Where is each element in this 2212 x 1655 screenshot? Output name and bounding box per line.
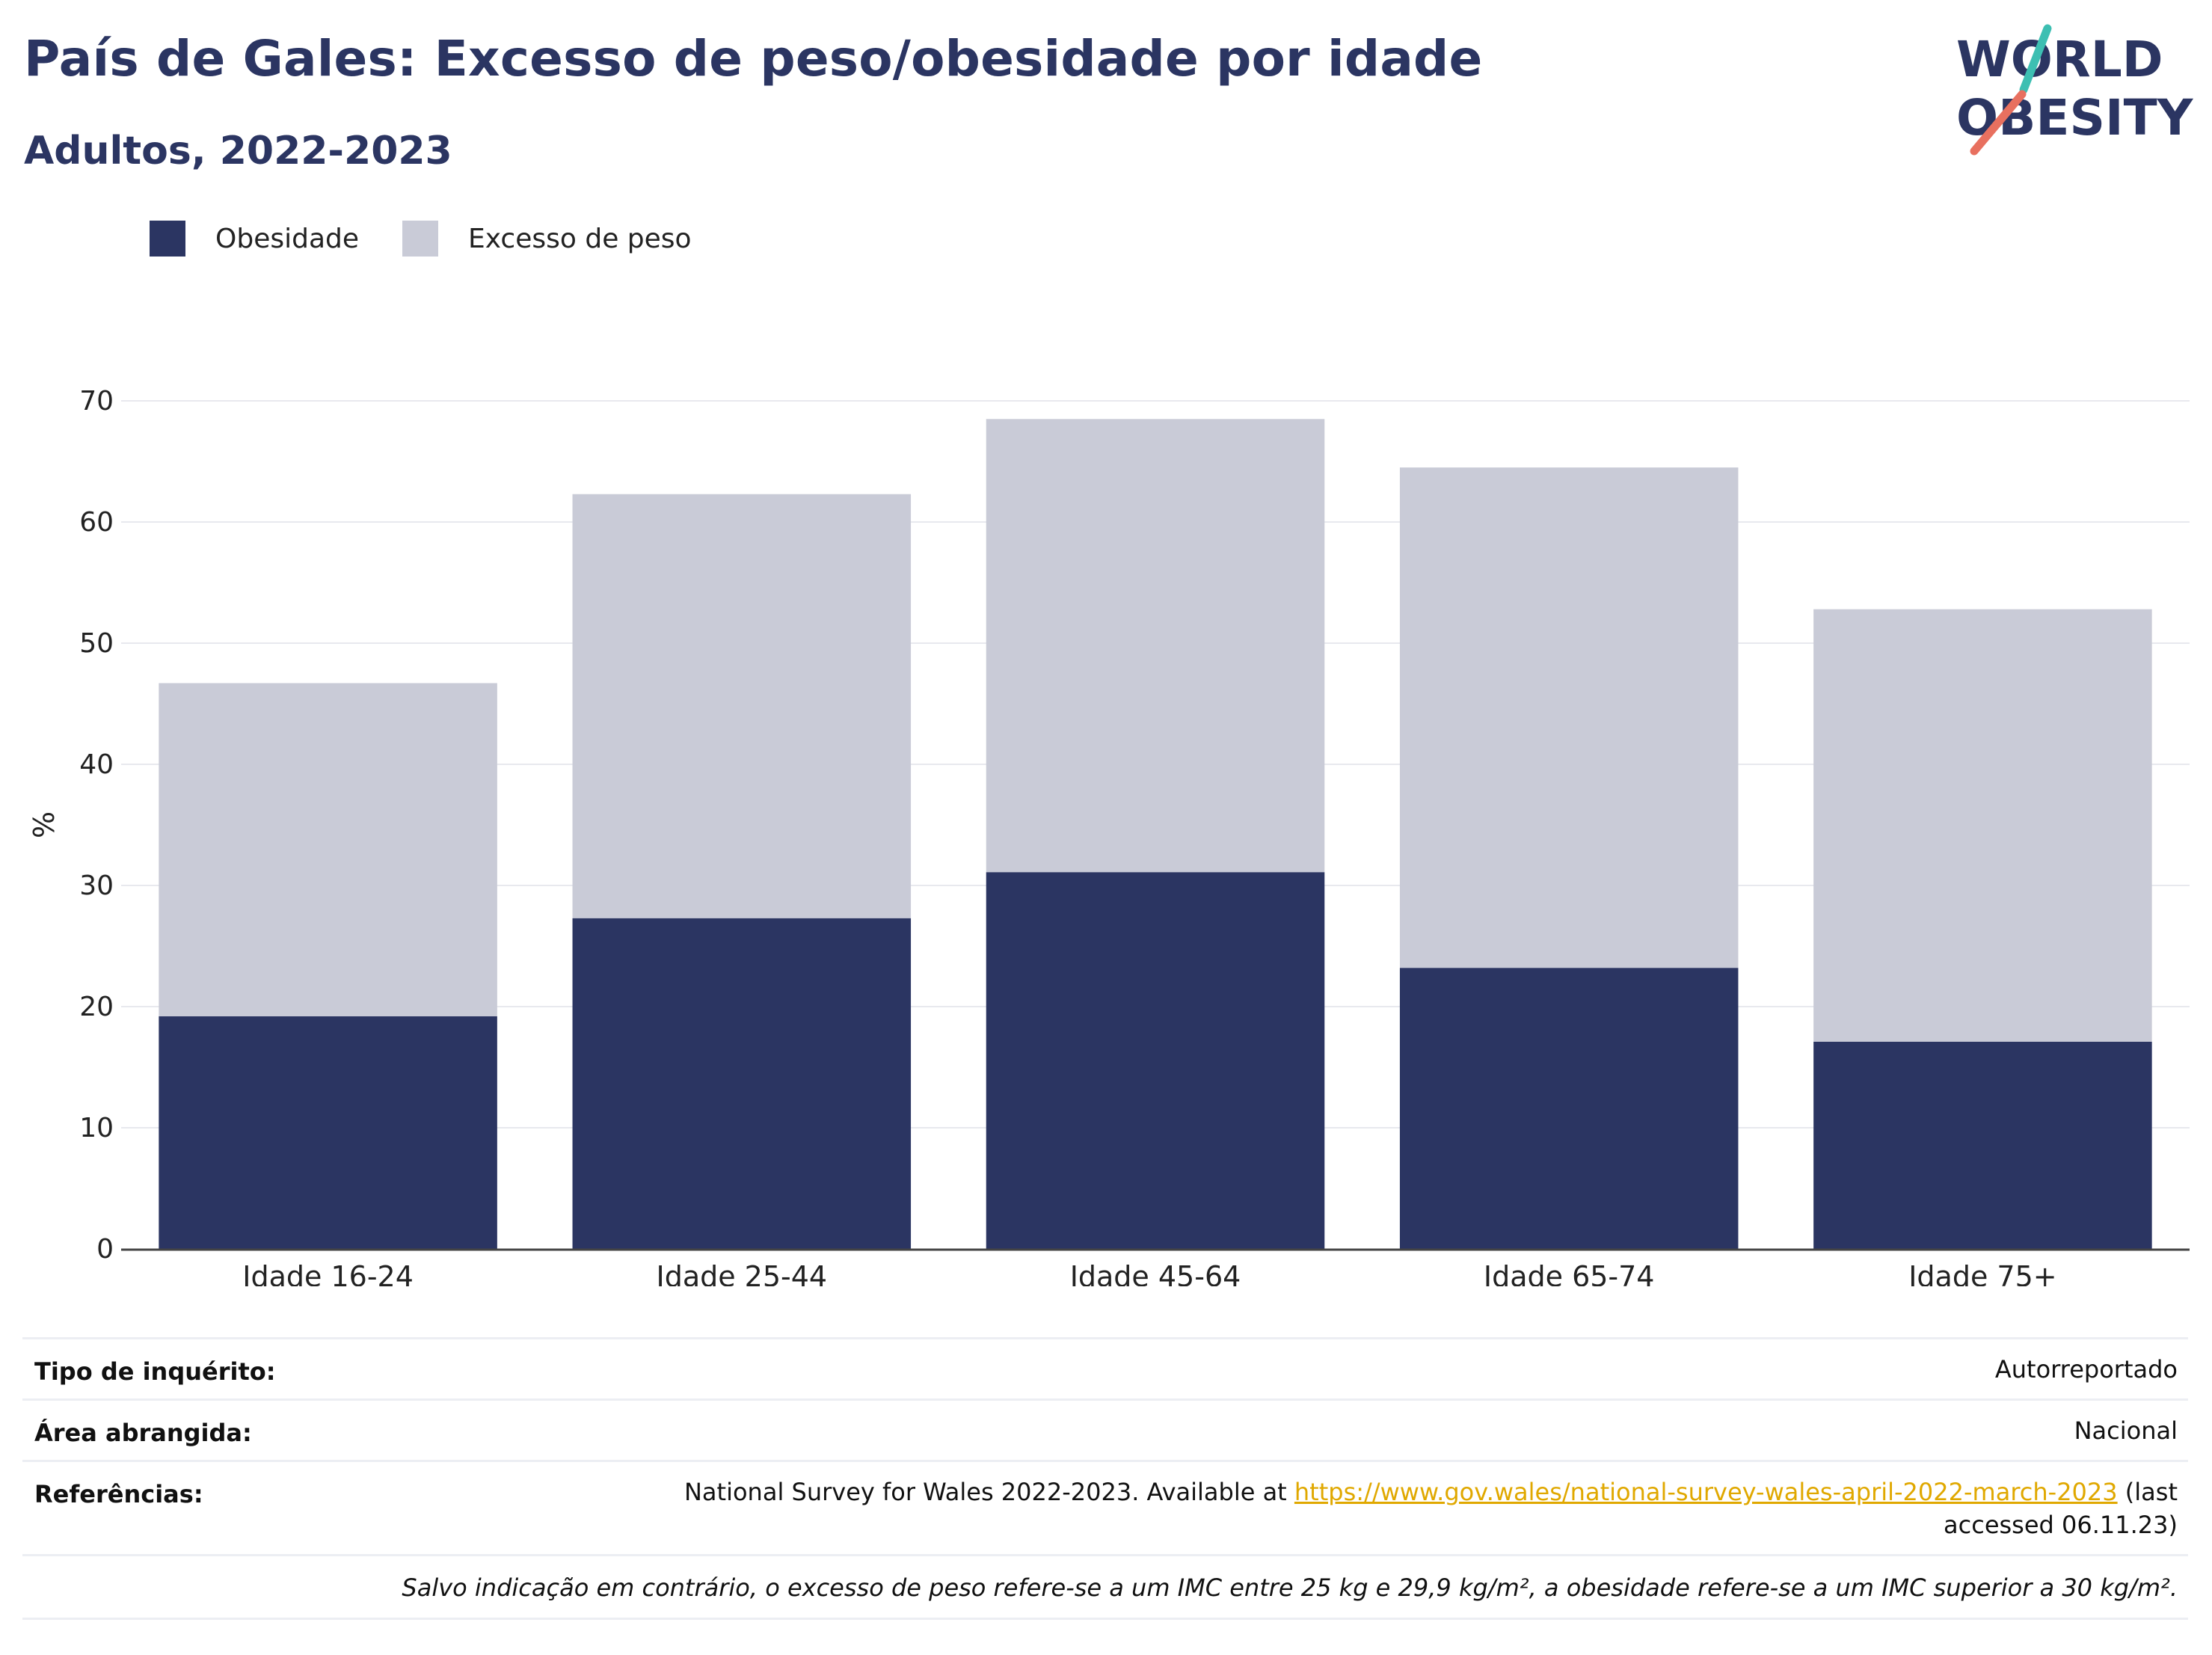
chart-subtitle: Adultos, 2022-2023 <box>24 129 452 174</box>
references-line2: accessed 06.11.23) <box>1944 1511 2178 1539</box>
logo-slash-red <box>1970 90 2027 156</box>
area-value: Nacional <box>2074 1416 2178 1445</box>
survey-type-label: Tipo de inquérito: <box>34 1357 276 1386</box>
bar-obesity-1 <box>572 918 912 1249</box>
bar-overweight-1 <box>572 494 912 918</box>
references-label: Referências: <box>34 1480 203 1508</box>
bar-overweight-2 <box>986 419 1325 873</box>
y-tick-label-30: 30 <box>79 871 114 901</box>
legend-label-overweight: Excesso de peso <box>468 223 692 254</box>
y-tick-label-20: 20 <box>79 992 114 1022</box>
x-tick-label-1: Idade 25-44 <box>656 1260 827 1286</box>
logo-text-world: WORLD <box>1956 31 2163 88</box>
x-tick-label-2: Idade 45-64 <box>1070 1260 1241 1286</box>
info-row-survey-type: Tipo de inquérito: Autorreportado <box>22 1337 2188 1401</box>
definition-note: Salvo indicação em contrário, o excesso … <box>402 1573 2178 1602</box>
y-tick-label-0: 0 <box>96 1234 114 1265</box>
info-row-area: Área abrangida: Nacional <box>22 1398 2188 1462</box>
bar-overweight-3 <box>1399 467 1739 968</box>
x-tick-label-3: Idade 65-74 <box>1484 1260 1655 1286</box>
legend-swatch-obesity <box>150 221 185 257</box>
info-row-note: Salvo indicação em contrário, o excesso … <box>22 1554 2188 1620</box>
logo-text-obesity: OBESITY <box>1956 89 2194 147</box>
bar-overweight-0 <box>159 683 497 1016</box>
y-tick-label-40: 40 <box>79 749 114 780</box>
references-value: National Survey for Wales 2022-2023. Ava… <box>383 1476 2178 1541</box>
world-obesity-logo: WORLD OBESITY <box>1956 24 2194 156</box>
legend-swatch-overweight <box>402 221 439 257</box>
chart-title: País de Gales: Excesso de peso/obesidade… <box>24 30 1483 87</box>
bar-overweight-4 <box>1813 609 2152 1042</box>
survey-type-value: Autorreportado <box>1994 1355 2178 1384</box>
info-row-references: Referências: National Survey for Wales 2… <box>22 1460 2188 1556</box>
y-tick-label-10: 10 <box>79 1113 114 1143</box>
references-suffix: (last <box>2125 1478 2178 1506</box>
y-axis-label: % <box>28 811 61 838</box>
chart-legend: Obesidade Excesso de peso <box>150 221 735 257</box>
x-tick-label-0: Idade 16-24 <box>242 1260 414 1286</box>
bar-obesity-4 <box>1813 1041 2152 1249</box>
x-tick-label-4: Idade 75+ <box>1908 1260 2056 1286</box>
bar-obesity-2 <box>986 872 1325 1249</box>
y-tick-label-70: 70 <box>79 386 114 417</box>
bar-obesity-0 <box>159 1016 497 1249</box>
legend-item-obesity: Obesidade <box>150 221 359 257</box>
legend-label-obesity: Obesidade <box>215 223 360 254</box>
references-link[interactable]: https://www.gov.wales/national-survey-wa… <box>1294 1478 2118 1506</box>
bar-chart: 0 10 20 30 40 50 60 70% Idade 16-24 Idade 25-44 Id… <box>28 386 2190 1286</box>
y-tick-label-60: 60 <box>79 507 114 538</box>
y-tick-label-50: 50 <box>79 628 114 659</box>
area-label: Área abrangida: <box>34 1419 252 1447</box>
bar-obesity-3 <box>1399 968 1739 1249</box>
references-prefix: National Survey for Wales 2022-2023. Ava… <box>683 1478 1287 1506</box>
legend-item-overweight: Excesso de peso <box>402 221 692 257</box>
logo-slash-teal <box>2019 24 2052 94</box>
